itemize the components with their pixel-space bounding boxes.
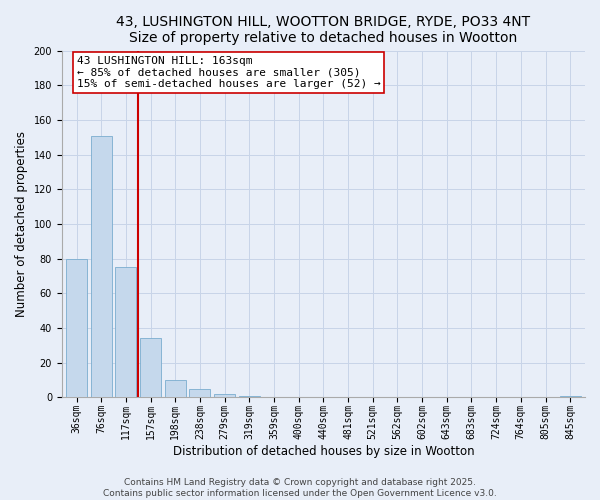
- Title: 43, LUSHINGTON HILL, WOOTTON BRIDGE, RYDE, PO33 4NT
Size of property relative to: 43, LUSHINGTON HILL, WOOTTON BRIDGE, RYD…: [116, 15, 530, 45]
- Bar: [140, 338, 161, 398]
- Bar: [66, 258, 87, 398]
- Bar: [239, 396, 260, 398]
- X-axis label: Distribution of detached houses by size in Wootton: Distribution of detached houses by size …: [173, 444, 474, 458]
- Bar: [190, 389, 211, 398]
- Bar: [91, 136, 112, 398]
- Bar: [214, 394, 235, 398]
- Bar: [560, 396, 581, 398]
- Bar: [115, 268, 136, 398]
- Bar: [165, 380, 186, 398]
- Text: Contains HM Land Registry data © Crown copyright and database right 2025.
Contai: Contains HM Land Registry data © Crown c…: [103, 478, 497, 498]
- Text: 43 LUSHINGTON HILL: 163sqm
← 85% of detached houses are smaller (305)
15% of sem: 43 LUSHINGTON HILL: 163sqm ← 85% of deta…: [77, 56, 380, 89]
- Y-axis label: Number of detached properties: Number of detached properties: [15, 131, 28, 317]
